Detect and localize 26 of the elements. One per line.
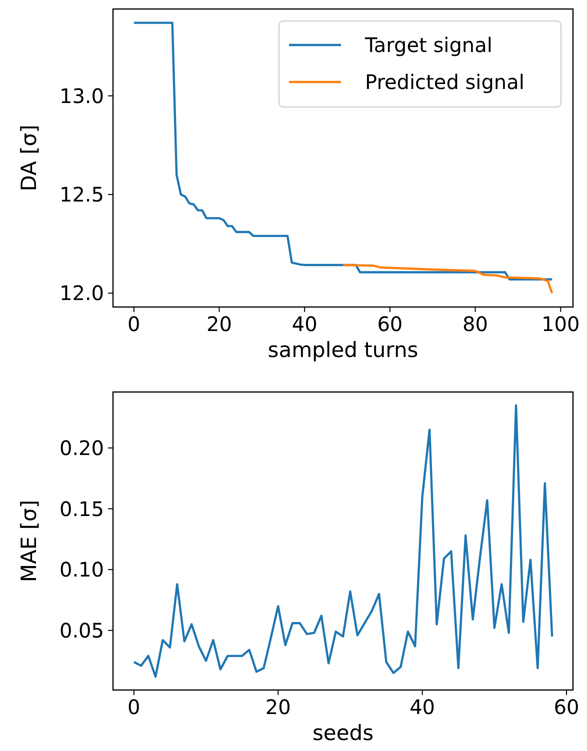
y-tick-label: 0.15: [59, 496, 104, 521]
y-tick-label: 0.05: [59, 618, 104, 642]
x-tick-label: 0: [128, 695, 140, 719]
y-tick-label: 12.0: [59, 281, 104, 306]
x-tick-label: 40: [410, 695, 436, 719]
x-tick-label: 60: [554, 695, 580, 719]
legend-label: Predicted signal: [365, 70, 524, 94]
y-axis-title: MAE [σ]: [17, 500, 41, 582]
x-tick-label: 60: [377, 312, 403, 336]
x-axis-title: sampled turns: [268, 338, 418, 362]
legend-label: Target signal: [364, 33, 492, 57]
line-series: [132, 22, 554, 280]
x-tick-label: 100: [542, 312, 580, 336]
x-axis-title: seeds: [312, 721, 374, 745]
x-tick-label: 20: [206, 312, 232, 336]
y-tick-label: 0.20: [59, 436, 104, 460]
x-tick-label: 20: [265, 695, 291, 719]
line-series: [132, 404, 554, 678]
x-tick-label: 80: [462, 312, 488, 336]
x-tick-label: 40: [292, 312, 318, 336]
y-tick-label: 0.10: [59, 558, 104, 582]
line-series: [342, 264, 554, 294]
x-tick-label: 0: [128, 312, 140, 336]
y-tick-label: 12.5: [59, 182, 104, 207]
y-tick-label: 13.0: [59, 84, 104, 108]
y-axis-title: DA [σ]: [17, 124, 41, 192]
